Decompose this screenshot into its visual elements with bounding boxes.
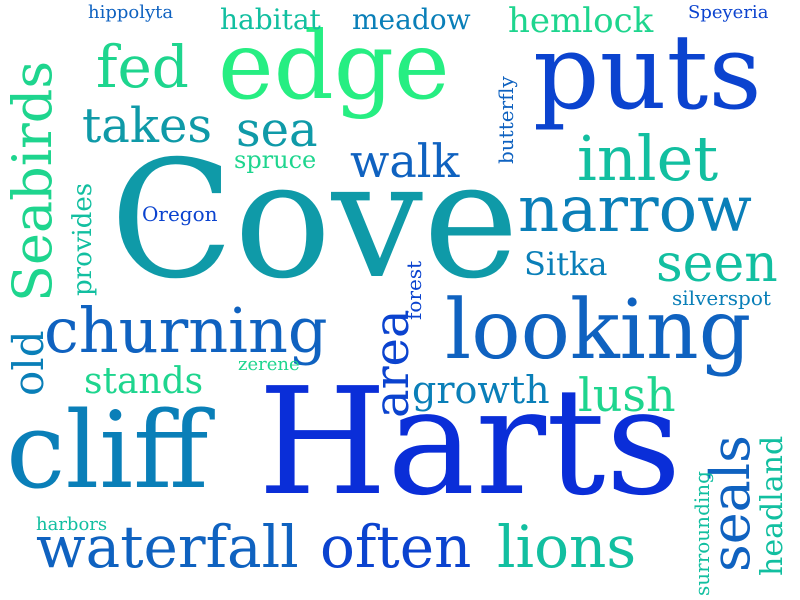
- word-seen: seen: [656, 234, 778, 294]
- word-cliff: cliff: [6, 389, 209, 512]
- word-area: area: [364, 309, 420, 418]
- word-headland: headland: [755, 435, 790, 576]
- word-old: old: [4, 330, 53, 396]
- word-lions: lions: [497, 513, 637, 581]
- word-puts: puts: [533, 11, 762, 133]
- word-churning: churning: [44, 294, 328, 367]
- word-hemlock: hemlock: [508, 1, 654, 41]
- word-harbors: harbors: [36, 514, 108, 535]
- word-silverspot: silverspot: [672, 286, 771, 310]
- word-habitat: habitat: [220, 3, 321, 36]
- word-spruce: spruce: [234, 146, 317, 174]
- word-speyeria: Speyeria: [688, 2, 769, 23]
- word-zerene: zerene: [238, 354, 300, 375]
- word-butterfly: butterfly: [494, 76, 518, 164]
- word-growth: growth: [412, 368, 550, 412]
- word-forest: forest: [402, 260, 426, 320]
- word-oregon: Oregon: [142, 202, 218, 226]
- word-lush: lush: [578, 368, 676, 422]
- word-stands: stands: [84, 361, 204, 402]
- word-sitka: Sitka: [524, 245, 608, 283]
- word-hippolyta: hippolyta: [88, 2, 174, 23]
- word-inlet: inlet: [577, 122, 719, 195]
- word-waterfall: waterfall: [36, 513, 299, 581]
- word-seabirds: Seabirds: [1, 60, 64, 302]
- word-cove: Cove: [110, 127, 519, 315]
- word-provides: provides: [68, 182, 98, 296]
- word-often: often: [320, 513, 472, 581]
- word-harts: Harts: [258, 356, 682, 528]
- word-sea: sea: [236, 102, 318, 158]
- word-meadow: meadow: [352, 3, 471, 36]
- word-edge: edge: [218, 12, 450, 121]
- word-narrow: narrow: [518, 173, 752, 247]
- word-looking: looking: [445, 283, 752, 378]
- word-takes: takes: [82, 98, 213, 154]
- word-walk: walk: [350, 134, 460, 188]
- word-fed: fed: [96, 33, 189, 101]
- word-surrounding: surrounding: [690, 471, 714, 596]
